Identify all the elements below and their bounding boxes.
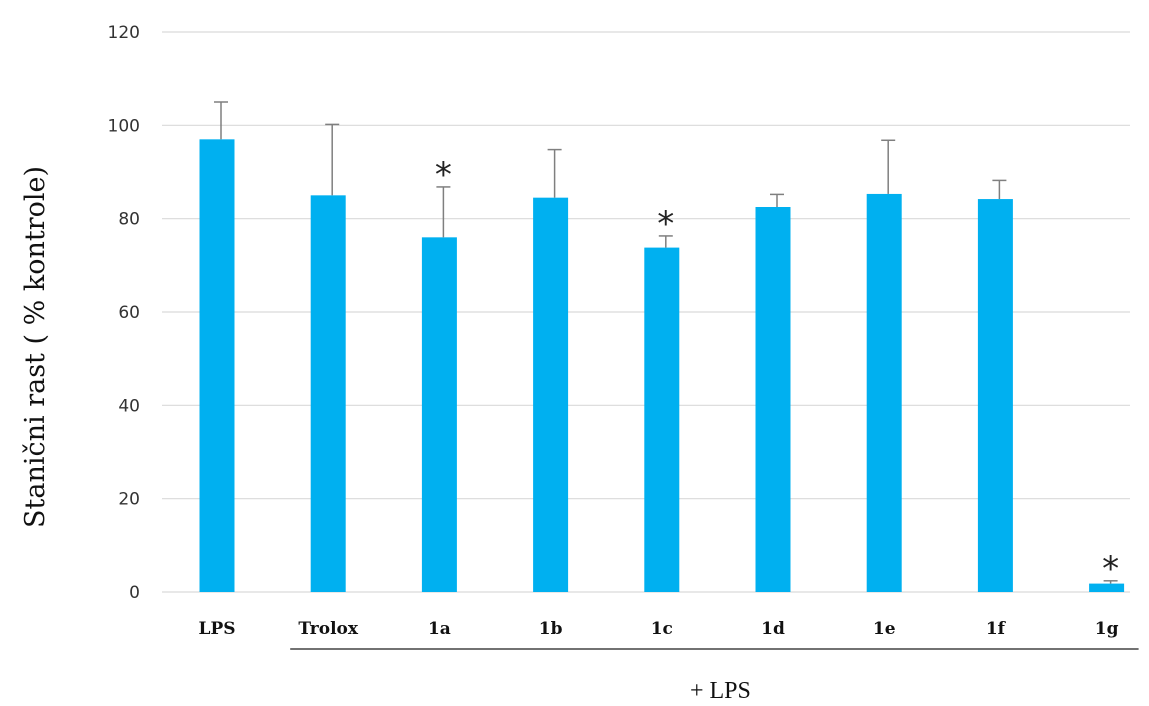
x-tick-label-1b: 1b [539,619,563,639]
bar-1f [977,199,1013,593]
x-tick-label-1c: 1c [651,619,673,639]
y-tick-label: 60 [118,303,140,323]
bar-1d [755,207,791,592]
y-tick-label: 100 [108,116,140,136]
bar-1a [421,237,457,593]
significance-marker-1c: * [657,204,674,244]
bar-1c [644,247,680,592]
y-tick-label: 0 [129,583,140,603]
bars [199,139,1125,593]
significance-markers: * * * [435,155,1119,589]
x-axis-labels: LPS Trolox 1a 1b 1c 1d 1e 1f 1g [198,619,1118,639]
y-tick-label: 20 [118,490,140,510]
x-tick-label-Trolox: Trolox [298,619,359,639]
x-tick-label-1g: 1g [1095,619,1119,639]
y-axis-label: Stanični rast ( % kontrole) [20,166,51,528]
significance-marker-1a: * [435,155,452,195]
y-tick-label: 40 [118,396,140,416]
error-bars [214,101,1118,584]
x-tick-label-1f: 1f [986,619,1007,639]
bar-1b [533,197,569,592]
x-tick-label-LPS: LPS [198,619,235,639]
bar-Trolox [310,195,346,593]
y-tick-label: 80 [118,210,140,230]
x-tick-label-1d: 1d [761,619,785,639]
bar-LPS [199,139,235,593]
x-tick-label-1e: 1e [873,619,896,639]
x-tick-label-1a: 1a [428,619,451,639]
y-axis-ticks: 0 20 40 60 80 100 120 [108,23,140,603]
bar-1e [866,193,902,592]
significance-marker-1g: * [1102,549,1119,589]
bar-1g [1089,583,1125,592]
y-tick-label: 120 [108,23,140,43]
lps-group-label: + LPS [690,678,751,704]
